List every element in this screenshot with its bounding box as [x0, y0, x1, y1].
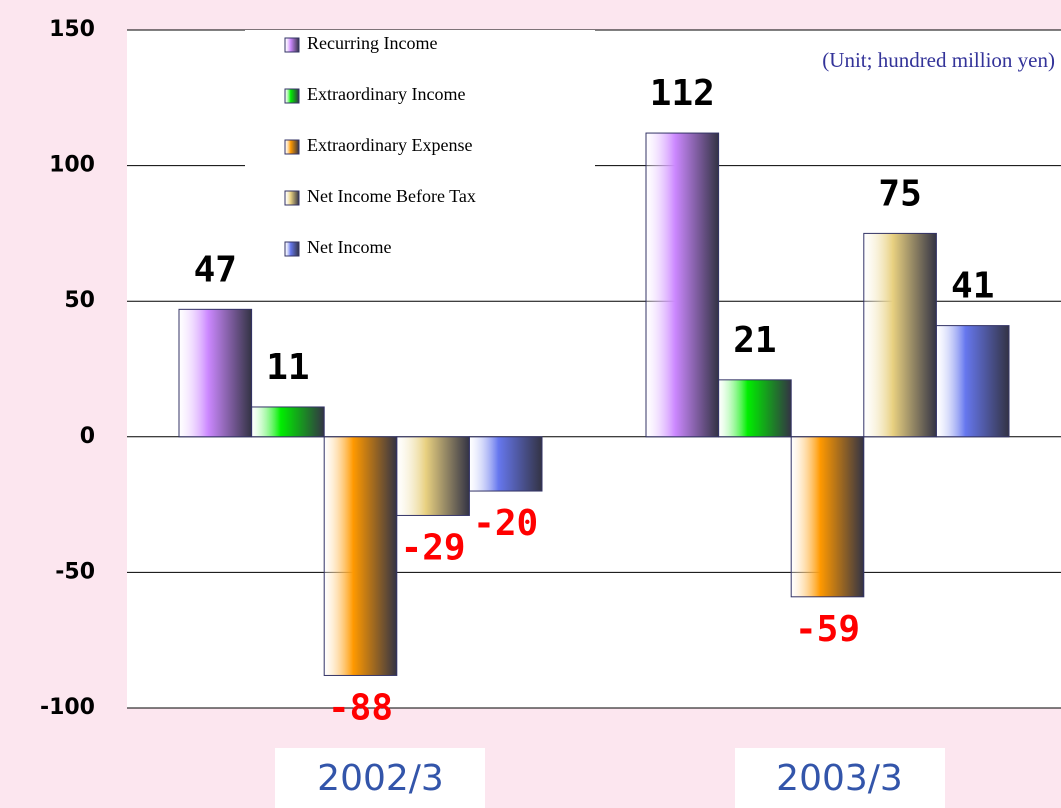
data-label: -59: [795, 609, 860, 650]
data-label: 11: [266, 347, 309, 388]
y-tick-label: 100: [49, 153, 95, 178]
x-tick-label: 2002/3: [317, 758, 444, 799]
legend-swatch: [284, 241, 300, 257]
y-tick-label: 50: [64, 288, 95, 313]
y-tick-label: 150: [49, 17, 95, 42]
bar: [396, 436, 470, 516]
bar: [251, 406, 325, 438]
data-label: 112: [650, 73, 715, 114]
data-label: 21: [733, 320, 776, 361]
bar: [645, 132, 720, 438]
legend-label: Extraordinary Income: [307, 84, 465, 104]
category-box: [275, 748, 485, 808]
data-label: -29: [401, 527, 466, 568]
bar: [718, 379, 792, 438]
legend-swatch: [284, 37, 300, 53]
legend: Recurring Income Extraordinary Income Extr…: [245, 30, 595, 257]
y-tick-label: -50: [55, 559, 95, 584]
bar: [323, 436, 398, 676]
legend-swatch: [284, 88, 300, 104]
data-label: -88: [328, 687, 393, 728]
legend-label: Recurring Income: [307, 33, 437, 53]
legend-box: [245, 30, 595, 255]
y-tick-label: -100: [40, 695, 95, 720]
bar: [468, 436, 543, 492]
bar: [178, 308, 253, 438]
x-tick-label: 2003/3: [776, 758, 903, 799]
data-label: 41: [951, 266, 994, 307]
data-label: 75: [878, 173, 921, 214]
legend-swatch: [284, 139, 300, 155]
legend-label: Net Income Before Tax: [307, 186, 476, 206]
unit-note: (Unit; hundred million yen): [822, 48, 1055, 72]
bar: [863, 232, 937, 438]
legend-swatch: [284, 190, 300, 206]
legend-label: Extraordinary Expense: [307, 135, 472, 155]
category-box: [735, 748, 945, 808]
y-tick-label: 0: [80, 424, 95, 449]
data-label: 47: [194, 249, 237, 290]
bar: [935, 325, 1010, 438]
bar: [790, 436, 865, 598]
data-label: -20: [473, 503, 538, 544]
legend-label: Net Income: [307, 237, 391, 257]
